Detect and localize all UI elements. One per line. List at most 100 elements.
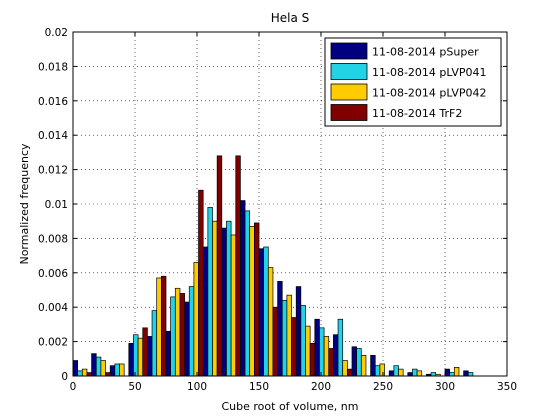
- histogram-bar: [72, 360, 79, 377]
- histogram-bar: [119, 363, 125, 377]
- histogram-bar: [467, 372, 474, 377]
- histogram-bar: [407, 372, 413, 377]
- histogram-bar: [105, 372, 111, 377]
- histogram-bar: [184, 301, 190, 377]
- histogram-bar: [221, 227, 227, 377]
- legend-swatch: [330, 63, 368, 80]
- histogram-bar: [161, 275, 167, 377]
- histogram-bar: [202, 246, 209, 377]
- histogram-bar: [133, 334, 139, 377]
- histogram-bar: [86, 372, 92, 377]
- histogram-bar: [254, 222, 260, 377]
- chart-title: Hela S: [271, 11, 310, 25]
- histogram-bar: [370, 355, 376, 377]
- histogram-bar: [374, 365, 381, 377]
- histogram-bar: [137, 337, 144, 377]
- histogram-bar: [142, 327, 148, 377]
- histogram-bar: [174, 287, 181, 377]
- legend-entry-label: 11-08-2014 pLVP041: [372, 66, 486, 79]
- histogram-bar: [272, 306, 278, 377]
- histogram-bar: [314, 318, 320, 377]
- histogram-bar: [453, 367, 460, 377]
- histogram-bar: [351, 346, 358, 377]
- histogram-bar: [100, 360, 106, 377]
- histogram-bar: [412, 368, 418, 377]
- histogram-bar: [463, 370, 469, 377]
- histogram-bar: [319, 327, 325, 377]
- histogram-bar: [281, 299, 288, 377]
- histogram-bar: [216, 155, 223, 377]
- histogram-bar: [151, 310, 158, 377]
- histogram-bar: [235, 155, 241, 377]
- histogram-bar: [416, 370, 423, 377]
- legend-entry-label: 11-08-2014 pLVP042: [372, 87, 486, 100]
- legend-swatch: [330, 42, 368, 60]
- x-tick-label: 200: [311, 381, 331, 393]
- histogram-bar: [114, 363, 120, 377]
- histogram-bar: [347, 368, 353, 377]
- histogram-bar: [198, 189, 204, 377]
- histogram-bar: [267, 267, 274, 377]
- bars: [72, 155, 474, 377]
- x-tick-label: 0: [70, 381, 77, 393]
- y-tick-label: 0.006: [38, 268, 68, 280]
- histogram-bar: [305, 325, 311, 377]
- histogram-bar: [356, 348, 362, 377]
- x-tick-label: 300: [435, 381, 455, 393]
- x-tick-label: 50: [128, 381, 141, 393]
- histogram-bar: [337, 318, 344, 377]
- x-tick-label: 350: [497, 381, 517, 393]
- histogram-bar: [263, 246, 269, 377]
- x-tick-label: 250: [373, 381, 393, 393]
- y-tick-label: 0.004: [38, 302, 68, 314]
- histogram-bar: [109, 365, 116, 377]
- y-tick-label: 0.002: [38, 337, 68, 349]
- histogram-bar: [249, 226, 255, 377]
- histogram-bar: [328, 348, 334, 377]
- histogram-bar: [286, 294, 292, 377]
- legend-entry-label: 11-08-2014 pSuper: [372, 46, 479, 59]
- histogram-bar: [212, 220, 218, 377]
- y-tick-label: 0.008: [38, 233, 68, 245]
- histogram-bar: [393, 365, 399, 377]
- histogram-bar: [128, 342, 134, 377]
- y-tick-label: 0.018: [38, 61, 68, 73]
- x-tick-label: 150: [249, 381, 269, 393]
- histogram-bar: [295, 286, 302, 377]
- histogram-bar: [244, 210, 251, 377]
- axis-ticks: 0 50 100 150 200 250 300 350 0 0.002 0.004 0.006 0.0…: [38, 27, 517, 393]
- histogram-bar: [156, 277, 162, 377]
- y-tick-label: 0.01: [45, 199, 68, 211]
- histogram-bar: [388, 370, 395, 377]
- histogram-bar: [430, 372, 437, 377]
- histogram-bar: [291, 317, 297, 377]
- histogram-bar: [309, 342, 316, 377]
- y-axis-label: Normalized frequency: [18, 143, 31, 265]
- histogram-bar: [179, 293, 185, 377]
- histogram-bar: [165, 330, 172, 377]
- histogram-bar: [277, 281, 283, 377]
- histogram-bar: [323, 336, 330, 377]
- x-tick-label: 100: [187, 381, 207, 393]
- legend: 11-08-2014 pSuper 11-08-2014 pLVP041 11-08…: [324, 37, 502, 127]
- histogram-bar: [147, 336, 153, 377]
- histogram-bar: [91, 353, 97, 377]
- histogram-bar: [230, 234, 237, 377]
- y-tick-label: 0: [61, 371, 68, 383]
- histogram-bar: [300, 305, 306, 377]
- y-tick-label: 0.016: [38, 96, 68, 108]
- legend-entry-label: 11-08-2014 TrF2: [372, 107, 462, 120]
- legend-swatch: [330, 83, 368, 101]
- histogram-bar: [240, 200, 246, 377]
- histogram-bar: [226, 220, 232, 377]
- histogram-bar: [258, 248, 265, 377]
- histogram-bar: [207, 207, 213, 377]
- histogram-bar: [81, 368, 88, 377]
- y-tick-label: 0.014: [38, 130, 68, 142]
- histogram-bar: [77, 370, 83, 377]
- y-tick-label: 0.02: [45, 27, 68, 39]
- histogram-bar: [170, 296, 176, 377]
- histogram-bar: [95, 356, 102, 377]
- x-axis-label: Cube root of volume, nm: [222, 400, 359, 413]
